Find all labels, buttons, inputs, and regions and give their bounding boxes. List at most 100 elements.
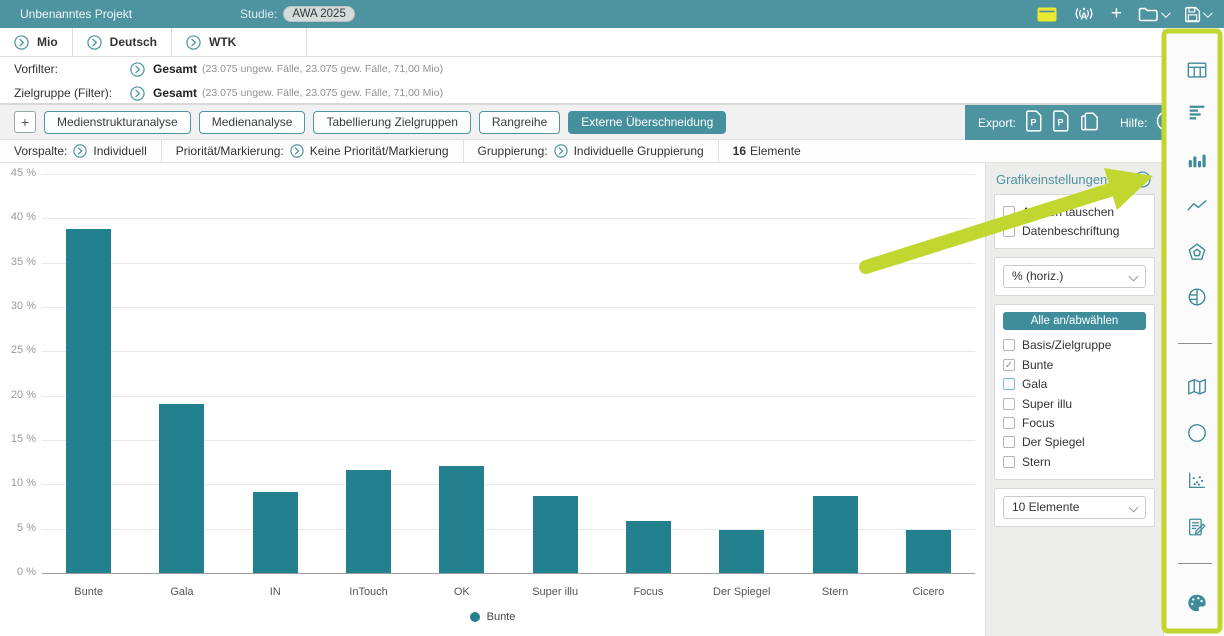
gridline (42, 395, 975, 397)
checkbox-super-illu[interactable]: Super illu (1003, 394, 1146, 413)
tab-deutsch[interactable]: Deutsch (73, 28, 173, 56)
gridline (42, 174, 975, 175)
gridline (42, 218, 975, 220)
radar-icon[interactable] (1186, 241, 1208, 263)
checkbox-icon (1003, 417, 1015, 430)
vorfilter-row: Vorfilter: Gesamt (23.075 ungew. Fälle, … (0, 57, 1163, 81)
top-bar: Unbenanntes Projekt Studie: AWA 2025 A + (0, 0, 1224, 28)
hbar-chart-icon[interactable] (1186, 102, 1208, 124)
analysis-tab-externe-berschneidung[interactable]: Externe Überschneidung (568, 110, 727, 134)
add-icon[interactable]: + (1110, 3, 1122, 24)
unit-dropdown[interactable]: % (horiz.) (1003, 264, 1146, 288)
chevron-right-circle-icon[interactable] (130, 61, 145, 77)
palette-icon[interactable] (1186, 592, 1208, 614)
elements-box: 10 Elemente (994, 487, 1155, 527)
x-axis-label: InTouch (349, 586, 388, 598)
tab-mio[interactable]: Mio (0, 28, 73, 56)
circle-icon[interactable] (1186, 422, 1208, 444)
checkbox-bunte[interactable]: ✓ Bunte (1003, 355, 1146, 374)
select-all-button[interactable]: Alle an/abwählen (1003, 311, 1146, 330)
chevron-right-circle-icon (290, 144, 304, 158)
checkbox-datenbeschriftung[interactable]: Datenbeschriftung (1003, 221, 1146, 240)
checkbox-achsen-tauschen[interactable]: Achsen tauschen (1003, 202, 1146, 221)
vorfilter-detail: (23.075 ungew. Fälle, 23.075 gew. Fälle,… (202, 63, 444, 75)
chevron-right-circle-icon[interactable] (130, 85, 145, 101)
vorfilter-label: Vorfilter: (14, 62, 59, 76)
checkbox-label: Basis/Zielgruppe (1022, 338, 1112, 353)
x-axis-label: Super illu (532, 586, 579, 598)
gridline (42, 528, 975, 530)
zielgruppe-value[interactable]: Gesamt (153, 86, 198, 100)
analysis-tab-rangreihe[interactable]: Rangreihe (478, 110, 561, 134)
zielgruppe-label: Zielgruppe (Filter): (14, 86, 113, 100)
analysis-tab-medienanalyse[interactable]: Medienanalyse (198, 110, 306, 134)
bar-bunte[interactable] (66, 228, 112, 573)
checkbox-label: Der Spiegel (1022, 435, 1085, 450)
gridline (42, 307, 975, 308)
vorspalte-setting[interactable]: Vorspalte: Individuell (0, 140, 162, 162)
y-axis-tick: 35 % (10, 255, 36, 268)
window-icon[interactable] (1037, 7, 1057, 22)
series-checkbox-list: Basis/Zielgruppe ✓ Bunte Gala Super illu Focu… (1003, 336, 1146, 472)
analysis-tabs: Medienstrukturanalyse Medienanalyse Tabell… (44, 110, 727, 134)
checkbox-der-spiegel[interactable]: Der Spiegel (1003, 433, 1146, 452)
bar-intouch[interactable] (346, 470, 392, 573)
chart-legend: Bunte (0, 611, 985, 623)
divider (1178, 343, 1212, 344)
bar-stern[interactable] (812, 495, 858, 573)
checkbox-label: Stern (1022, 454, 1051, 469)
study-badge[interactable]: AWA 2025 (283, 6, 355, 22)
element-count: 16 Elemente (732, 144, 801, 158)
gridline (42, 262, 975, 264)
checkbox-icon: ✓ (1003, 358, 1015, 371)
chevron-right-circle-icon (14, 34, 29, 50)
report-icon[interactable] (1186, 516, 1208, 538)
bar-focus[interactable] (625, 520, 671, 573)
checkbox-basis-zielgruppe[interactable]: Basis/Zielgruppe (1003, 336, 1146, 355)
pdf-document-icon[interactable]: P (1025, 110, 1043, 135)
scatter-plot-icon[interactable] (1186, 469, 1208, 491)
x-axis-label: OK (453, 586, 470, 598)
bar-cicero[interactable] (905, 530, 951, 573)
ppt-document-icon[interactable]: P (1052, 110, 1070, 135)
analysis-tab-medienstrukturanalyse[interactable]: Medienstrukturanalyse (44, 110, 191, 134)
chevron-down-icon (1128, 502, 1139, 512)
checkbox-stern[interactable]: Stern (1003, 452, 1146, 471)
svg-text:P: P (1031, 118, 1037, 128)
tab-wtk[interactable]: WTK (172, 28, 308, 56)
elements-dropdown[interactable]: 10 Elemente (1003, 495, 1146, 519)
copy-pages-icon[interactable] (1079, 110, 1099, 135)
bar-chart-icon[interactable] (1186, 149, 1208, 171)
map-icon[interactable] (1186, 376, 1208, 398)
series-box: Alle an/abwählen Basis/Zielgruppe ✓ Bunte G… (994, 303, 1155, 480)
vorfilter-value[interactable]: Gesamt (153, 62, 198, 76)
analysis-tab-tabellierung-zielgruppen[interactable]: Tabellierung Zielgruppen (313, 110, 471, 134)
export-label: Export: (978, 115, 1017, 130)
pie-chart-icon[interactable] (1186, 286, 1208, 308)
bar-in[interactable] (252, 492, 298, 573)
open-folder-icon[interactable] (1138, 6, 1171, 22)
x-axis-label: Bunte (74, 586, 104, 598)
chevron-down-icon (1128, 271, 1139, 282)
checkbox-gala[interactable]: Gala (1003, 375, 1146, 394)
bar-chart: 0 % 5 % 10 % 15 % 20 % 25 % 30 % 35 % 40 % 45 % Bu… (0, 163, 985, 636)
chart-options-list: Achsen tauschen Datenbeschriftung (1003, 202, 1146, 241)
save-icon[interactable] (1184, 6, 1213, 23)
y-axis-tick: 20 % (10, 388, 36, 401)
add-analysis-button[interactable]: + (14, 111, 36, 133)
table-icon[interactable] (1186, 59, 1208, 81)
bar-super-illu[interactable] (532, 495, 578, 573)
prioritaet-setting[interactable]: Priorität/Markierung: Keine Priorität/Ma… (162, 140, 464, 162)
unit-box: % (horiz.) (994, 256, 1155, 296)
line-chart-icon[interactable] (1186, 195, 1208, 217)
x-axis-label: Focus (633, 586, 664, 598)
checkbox-focus[interactable]: Focus (1003, 413, 1146, 432)
gruppierung-setting[interactable]: Gruppierung: Individuelle Gruppierung (464, 140, 719, 162)
antenna-icon[interactable]: A (1073, 6, 1095, 22)
bar-der-spiegel[interactable] (719, 530, 765, 573)
chevron-right-circle-icon[interactable] (1134, 171, 1151, 188)
bar-gala[interactable] (159, 403, 205, 573)
bar-ok[interactable] (439, 465, 485, 573)
y-axis-tick: 30 % (10, 300, 36, 312)
